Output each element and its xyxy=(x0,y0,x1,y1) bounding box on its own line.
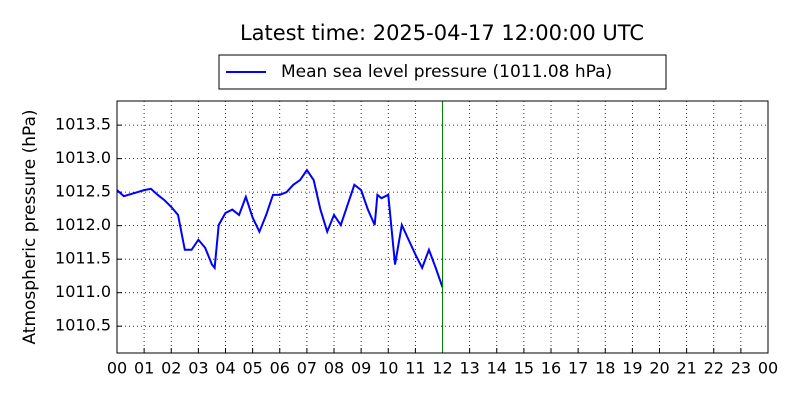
legend-label: Mean sea level pressure (1011.08 hPa) xyxy=(281,62,612,82)
x-tick-label: 19 xyxy=(622,359,642,378)
x-tick-label: 00 xyxy=(758,359,778,378)
y-tick-label: 1011.5 xyxy=(55,249,111,268)
y-tick-label: 1012.5 xyxy=(55,182,111,201)
x-tick-label: 00 xyxy=(107,359,127,378)
chart-title: Latest time: 2025-04-17 12:00:00 UTC xyxy=(240,21,644,45)
x-tick-label: 21 xyxy=(676,359,696,378)
x-tick-label: 01 xyxy=(134,359,154,378)
y-tick-label: 1013.5 xyxy=(55,115,111,134)
x-tick-label: 03 xyxy=(188,359,208,378)
x-tick-label: 15 xyxy=(514,359,534,378)
plot-frame xyxy=(116,100,769,354)
x-tick-label: 12 xyxy=(432,359,452,378)
line-series xyxy=(116,168,444,288)
legend-box xyxy=(218,54,667,90)
x-tick-label: 23 xyxy=(731,359,751,378)
x-tick-label: 13 xyxy=(459,359,479,378)
x-tick-label: 06 xyxy=(270,359,290,378)
x-tick-label: 17 xyxy=(568,359,588,378)
x-tick-label: 04 xyxy=(215,359,235,378)
x-tick-label: 08 xyxy=(324,359,344,378)
x-tick-label: 14 xyxy=(487,359,507,378)
x-tick-label: 10 xyxy=(378,359,398,378)
x-tick-label: 02 xyxy=(161,359,181,378)
x-tick-label: 07 xyxy=(297,359,317,378)
x-tick-label: 18 xyxy=(595,359,615,378)
y-tick-label: 1010.5 xyxy=(55,316,111,335)
y-tick-label: 1011.0 xyxy=(55,282,111,301)
x-tick-label: 05 xyxy=(242,359,262,378)
x-tick-label: 09 xyxy=(351,359,371,378)
x-tick-label: 11 xyxy=(405,359,425,378)
x-tick-label: 20 xyxy=(649,359,669,378)
y-tick-label: 1012.0 xyxy=(55,215,111,234)
x-tick-label: 22 xyxy=(704,359,724,378)
y-axis-label: Atmospheric pressure (hPa) xyxy=(20,109,40,344)
x-tick-label: 16 xyxy=(541,359,561,378)
y-tick-label: 1013.0 xyxy=(55,148,111,167)
